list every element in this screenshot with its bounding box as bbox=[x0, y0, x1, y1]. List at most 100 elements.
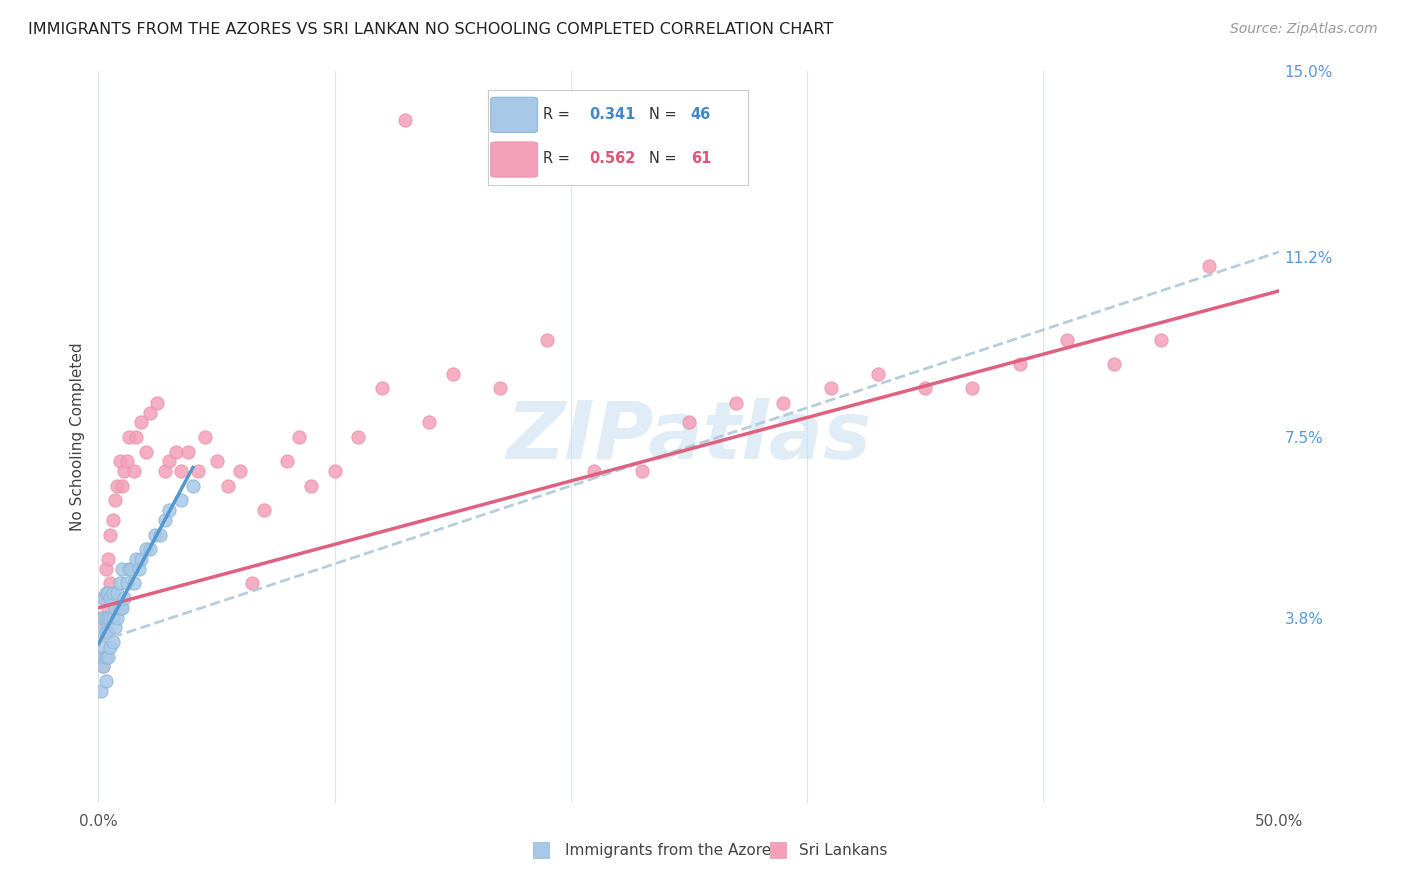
Point bbox=[146, 396, 169, 410]
Point bbox=[111, 600, 134, 615]
Y-axis label: No Schooling Completed: No Schooling Completed bbox=[69, 343, 84, 532]
Point bbox=[170, 464, 193, 478]
Point bbox=[97, 625, 120, 640]
Point bbox=[125, 430, 148, 444]
Point bbox=[181, 479, 204, 493]
Point bbox=[205, 454, 228, 468]
Point bbox=[165, 444, 187, 458]
Text: ZIPatlas: ZIPatlas bbox=[506, 398, 872, 476]
Point bbox=[94, 562, 117, 576]
Point bbox=[129, 416, 152, 430]
Point bbox=[725, 396, 748, 410]
Point bbox=[108, 576, 131, 591]
Point bbox=[122, 576, 145, 591]
Point bbox=[101, 635, 124, 649]
Point bbox=[105, 610, 128, 624]
Point bbox=[98, 591, 121, 605]
Point bbox=[217, 479, 239, 493]
Point bbox=[135, 542, 157, 557]
Point bbox=[90, 683, 112, 698]
Point bbox=[914, 381, 936, 395]
Text: Immigrants from the Azores: Immigrants from the Azores bbox=[565, 843, 779, 858]
Point bbox=[90, 649, 112, 664]
Point bbox=[104, 600, 127, 615]
Point bbox=[108, 454, 131, 468]
Point bbox=[253, 503, 276, 517]
Point bbox=[104, 493, 127, 508]
Point bbox=[91, 591, 114, 605]
Point bbox=[111, 479, 134, 493]
Point bbox=[101, 586, 124, 600]
Point bbox=[91, 610, 114, 624]
Point bbox=[112, 464, 135, 478]
Point bbox=[139, 406, 162, 420]
Point bbox=[94, 586, 117, 600]
Point bbox=[91, 640, 114, 654]
Point bbox=[97, 610, 120, 624]
Point bbox=[90, 610, 112, 624]
Point bbox=[347, 430, 370, 444]
Point bbox=[1150, 333, 1173, 347]
Point bbox=[139, 542, 162, 557]
Text: Sri Lankans: Sri Lankans bbox=[799, 843, 887, 858]
Point bbox=[153, 513, 176, 527]
Point bbox=[94, 625, 117, 640]
Point bbox=[97, 552, 120, 566]
Point bbox=[115, 576, 138, 591]
Point bbox=[441, 367, 464, 381]
Point bbox=[135, 444, 157, 458]
Point bbox=[98, 576, 121, 591]
Point bbox=[108, 600, 131, 615]
Point bbox=[1102, 357, 1125, 371]
Point bbox=[128, 562, 150, 576]
Point bbox=[583, 464, 606, 478]
Text: IMMIGRANTS FROM THE AZORES VS SRI LANKAN NO SCHOOLING COMPLETED CORRELATION CHAR: IMMIGRANTS FROM THE AZORES VS SRI LANKAN… bbox=[28, 22, 834, 37]
Point bbox=[187, 464, 209, 478]
Point bbox=[118, 562, 141, 576]
Point bbox=[90, 625, 112, 640]
Point bbox=[157, 454, 180, 468]
Point bbox=[323, 464, 346, 478]
Point bbox=[101, 513, 124, 527]
Point bbox=[143, 527, 166, 541]
Point bbox=[105, 479, 128, 493]
Point bbox=[536, 333, 558, 347]
Point bbox=[125, 552, 148, 566]
Point bbox=[194, 430, 217, 444]
Point bbox=[129, 552, 152, 566]
Point bbox=[489, 381, 512, 395]
Point bbox=[121, 562, 143, 576]
Point bbox=[98, 610, 121, 624]
Point bbox=[97, 586, 120, 600]
Point bbox=[115, 454, 138, 468]
Point bbox=[104, 620, 127, 634]
Point bbox=[94, 625, 117, 640]
Point bbox=[90, 649, 112, 664]
Point bbox=[101, 610, 124, 624]
Point bbox=[157, 503, 180, 517]
Point bbox=[98, 640, 121, 654]
Point bbox=[94, 610, 117, 624]
Point bbox=[418, 416, 440, 430]
Point bbox=[371, 381, 394, 395]
Point bbox=[299, 479, 322, 493]
Point bbox=[105, 586, 128, 600]
Point bbox=[1198, 260, 1220, 274]
Point bbox=[962, 381, 984, 395]
Point bbox=[97, 600, 120, 615]
Point bbox=[98, 527, 121, 541]
Point bbox=[772, 396, 794, 410]
Point bbox=[678, 416, 700, 430]
Point bbox=[276, 454, 298, 468]
Text: Source: ZipAtlas.com: Source: ZipAtlas.com bbox=[1230, 22, 1378, 37]
Point bbox=[91, 659, 114, 673]
Point bbox=[866, 367, 889, 381]
Point bbox=[630, 464, 652, 478]
Point bbox=[177, 444, 200, 458]
Point bbox=[149, 527, 172, 541]
Point bbox=[288, 430, 311, 444]
Point bbox=[240, 576, 263, 591]
Point bbox=[1008, 357, 1031, 371]
Point bbox=[153, 464, 176, 478]
Point bbox=[1056, 333, 1078, 347]
